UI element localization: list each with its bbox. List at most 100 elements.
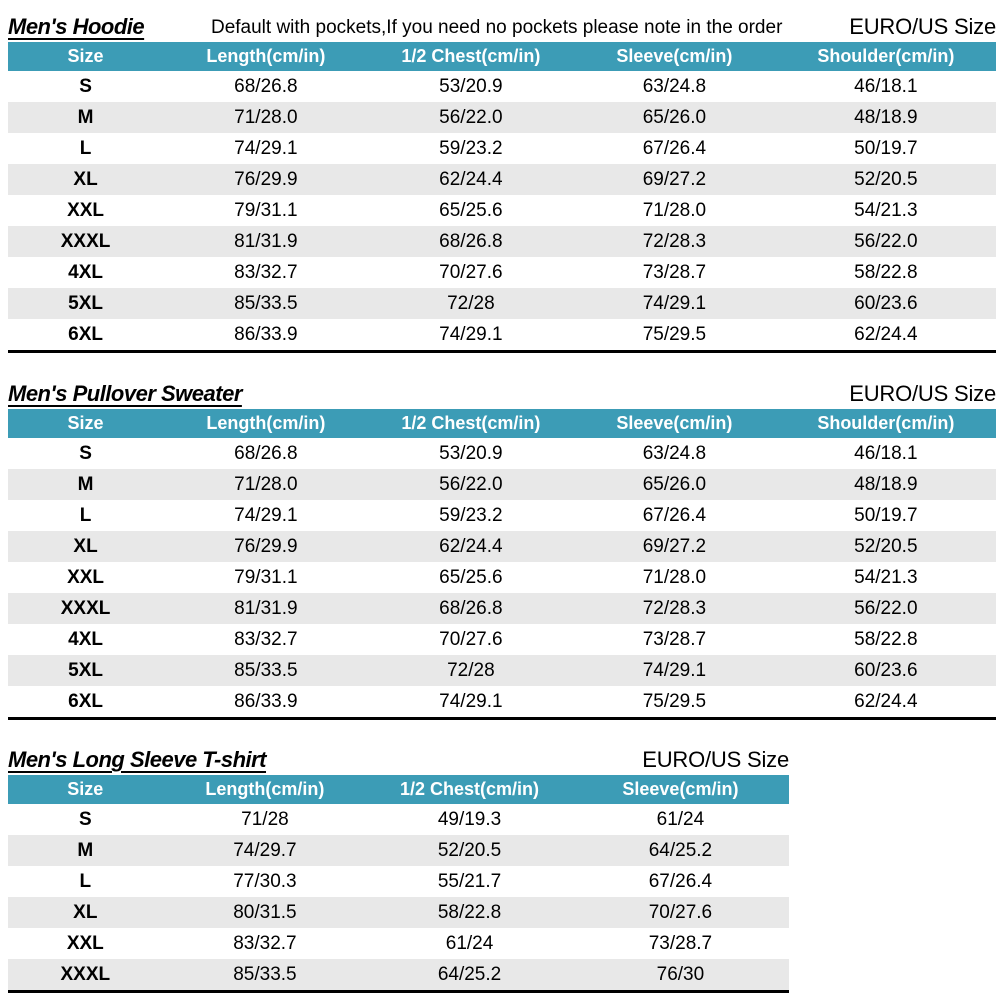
section-long-sleeve-tshirt: Men's Long Sleeve T-shirt EURO/US Size S… bbox=[0, 741, 1000, 993]
measurement-cell: 60/23.6 bbox=[854, 659, 918, 681]
measurement-cell: 70/27.6 bbox=[439, 261, 503, 283]
measurement-cell: 85/33.5 bbox=[234, 659, 298, 681]
measurement-cell: 52/20.5 bbox=[854, 168, 918, 190]
table-row: M 71/28.0 56/22.0 65/26.0 48/18.9 bbox=[8, 469, 996, 500]
column-header: 1/2 Chest(cm/in) bbox=[367, 775, 572, 804]
measurement-cell: 74/29.1 bbox=[439, 323, 503, 345]
measurement-cell: 79/31.1 bbox=[234, 566, 298, 588]
measurement-cell: 72/28 bbox=[447, 292, 495, 314]
measurement-cell: 73/28.7 bbox=[648, 932, 713, 954]
section-header: Men's Hoodie Default with pockets,If you… bbox=[8, 8, 996, 42]
header-row: Size Length(cm/in) 1/2 Chest(cm/in) Sleeve(… bbox=[8, 775, 789, 804]
column-header: Sleeve(cm/in) bbox=[573, 409, 776, 438]
measurement-cell: 60/23.6 bbox=[854, 292, 918, 314]
table-row: XL 76/29.9 62/24.4 69/27.2 52/20.5 bbox=[8, 531, 996, 562]
measurement-cell: 80/31.5 bbox=[233, 901, 297, 923]
measurement-cell: 65/25.6 bbox=[439, 199, 503, 221]
column-header: Shoulder(cm/in) bbox=[775, 42, 996, 71]
measurement-cell: 50/19.7 bbox=[854, 137, 918, 159]
measurement-cell: 54/21.3 bbox=[854, 566, 918, 588]
measurement-cell: 61/24 bbox=[656, 808, 705, 830]
measurement-cell: 68/26.8 bbox=[439, 597, 503, 619]
table-row: 5XL 85/33.5 72/28 74/29.1 60/23.6 bbox=[8, 655, 996, 686]
size-standard-label: EURO/US Size bbox=[642, 747, 789, 772]
measurement-cell: 76/29.9 bbox=[234, 168, 298, 190]
size-cell: M bbox=[77, 106, 94, 128]
size-cell: XL bbox=[73, 535, 98, 557]
measurement-cell: 69/27.2 bbox=[642, 168, 707, 190]
measurement-cell: 62/24.4 bbox=[439, 535, 503, 557]
measurement-cell: 76/30 bbox=[656, 963, 705, 985]
measurement-cell: 62/24.4 bbox=[439, 168, 503, 190]
column-header: Length(cm/in) bbox=[163, 409, 369, 438]
table-row: S 71/28 49/19.3 61/24 bbox=[8, 804, 789, 835]
measurement-cell: 74/29.1 bbox=[234, 137, 298, 159]
size-cell: M bbox=[77, 473, 94, 495]
measurement-cell: 58/22.8 bbox=[437, 901, 502, 923]
section-pullover-sweater: Men's Pullover Sweater EURO/US Size Size… bbox=[0, 375, 1000, 720]
measurement-cell: 59/23.2 bbox=[439, 504, 503, 526]
measurement-cell: 72/28 bbox=[447, 659, 495, 681]
measurement-cell: 79/31.1 bbox=[234, 199, 298, 221]
measurement-cell: 73/28.7 bbox=[642, 261, 707, 283]
measurement-cell: 50/19.7 bbox=[854, 504, 918, 526]
size-standard-label: EURO/US Size bbox=[849, 14, 996, 39]
measurement-cell: 74/29.7 bbox=[233, 839, 297, 861]
section-header: Men's Pullover Sweater EURO/US Size bbox=[8, 375, 996, 409]
section-gap bbox=[0, 720, 1000, 741]
table-row: S 68/26.8 53/20.9 63/24.8 46/18.1 bbox=[8, 438, 996, 469]
size-standard-label: EURO/US Size bbox=[849, 381, 996, 406]
measurement-cell: 85/33.5 bbox=[234, 292, 298, 314]
size-cell: 4XL bbox=[68, 628, 103, 650]
column-header: 1/2 Chest(cm/in) bbox=[368, 409, 574, 438]
size-cell: 4XL bbox=[68, 261, 103, 283]
column-header: Length(cm/in) bbox=[162, 775, 368, 804]
measurement-cell: 71/28 bbox=[241, 808, 289, 830]
measurement-cell: 74/29.1 bbox=[439, 690, 503, 712]
measurement-cell: 68/26.8 bbox=[439, 230, 503, 252]
measurement-cell: 71/28.0 bbox=[234, 473, 298, 495]
table-row: XXXL 81/31.9 68/26.8 72/28.3 56/22.0 bbox=[8, 226, 996, 257]
measurement-cell: 83/32.7 bbox=[233, 932, 297, 954]
measurement-cell: 67/26.4 bbox=[642, 137, 707, 159]
measurement-cell: 56/22.0 bbox=[854, 597, 918, 619]
section-hoodie: Men's Hoodie Default with pockets,If you… bbox=[0, 8, 1000, 353]
long-sleeve-tshirt-size-table: Size Length(cm/in) 1/2 Chest(cm/in) Sleeve(… bbox=[8, 775, 789, 993]
measurement-cell: 56/22.0 bbox=[439, 473, 503, 495]
table-row: 6XL 86/33.9 74/29.1 75/29.5 62/24.4 bbox=[8, 319, 996, 352]
table-row: 6XL 86/33.9 74/29.1 75/29.5 62/24.4 bbox=[8, 686, 996, 719]
table-row: 5XL 85/33.5 72/28 74/29.1 60/23.6 bbox=[8, 288, 996, 319]
table-row: L 74/29.1 59/23.2 67/26.4 50/19.7 bbox=[8, 500, 996, 531]
table-row: XXL 79/31.1 65/25.6 71/28.0 54/21.3 bbox=[8, 195, 996, 226]
measurement-cell: 83/32.7 bbox=[234, 628, 298, 650]
table-row: XL 80/31.5 58/22.8 70/27.6 bbox=[8, 897, 789, 928]
measurement-cell: 48/18.9 bbox=[854, 106, 918, 128]
column-header: Shoulder(cm/in) bbox=[775, 409, 996, 438]
measurement-cell: 46/18.1 bbox=[854, 75, 918, 97]
measurement-cell: 53/20.9 bbox=[439, 75, 503, 97]
size-cell: M bbox=[77, 839, 94, 861]
measurement-cell: 63/24.8 bbox=[642, 75, 707, 97]
table-row: XXXL 85/33.5 64/25.2 76/30 bbox=[8, 959, 789, 992]
table-row: L 77/30.3 55/21.7 67/26.4 bbox=[8, 866, 789, 897]
column-header: Length(cm/in) bbox=[163, 42, 369, 71]
measurement-cell: 65/26.0 bbox=[642, 473, 707, 495]
measurement-cell: 52/20.5 bbox=[854, 535, 918, 557]
measurement-cell: 72/28.3 bbox=[642, 230, 707, 252]
measurement-cell: 75/29.5 bbox=[642, 323, 707, 345]
pockets-note: Default with pockets,If you need no pock… bbox=[210, 17, 783, 38]
measurement-cell: 70/27.6 bbox=[439, 628, 503, 650]
measurement-cell: 67/26.4 bbox=[648, 870, 713, 892]
measurement-cell: 74/29.1 bbox=[234, 504, 298, 526]
measurement-cell: 49/19.3 bbox=[437, 808, 502, 830]
size-cell: S bbox=[79, 442, 92, 464]
measurement-cell: 52/20.5 bbox=[437, 839, 502, 861]
size-cell: S bbox=[79, 75, 92, 97]
column-header: Sleeve(cm/in) bbox=[571, 775, 789, 804]
size-cell: L bbox=[79, 870, 92, 892]
measurement-cell: 46/18.1 bbox=[854, 442, 918, 464]
section-title: Men's Hoodie bbox=[8, 14, 145, 39]
measurement-cell: 58/22.8 bbox=[854, 261, 918, 283]
measurement-cell: 56/22.0 bbox=[854, 230, 918, 252]
measurement-cell: 59/23.2 bbox=[439, 137, 503, 159]
